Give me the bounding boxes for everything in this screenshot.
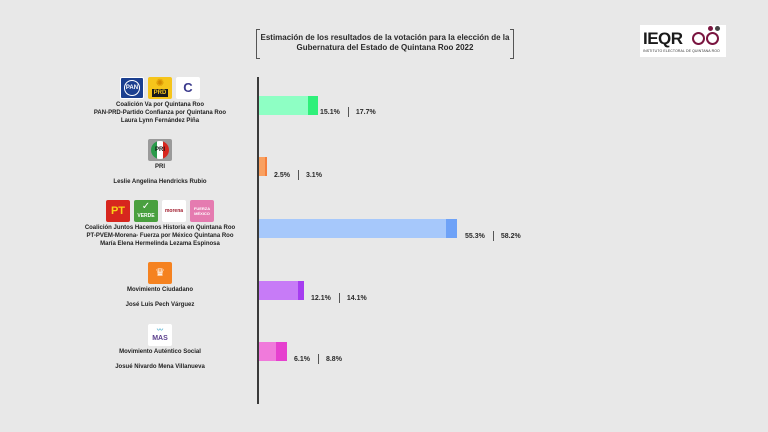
party-coalition-name: Coalición Juntos Hacemos Historia en Qui…: [84, 225, 236, 231]
pri-logo-icon: PRI: [148, 139, 172, 161]
fuerza-mexico-logo-icon: FUERZA MÉXICO: [190, 200, 214, 222]
party-label-va-por-qroo: PAN ✺ PRD C Coalición Va por Quintana Roo…: [80, 77, 240, 125]
value-high: 58.2%: [500, 232, 521, 240]
prd-logo-icon: ✺ PRD: [148, 77, 172, 99]
value-low: 12.1%: [311, 294, 331, 302]
value-low: 55.3%: [465, 232, 485, 240]
party-label-juntos-hacemos-historia: PT ✓ VERDE morena FUERZA MÉXICO Coalición…: [55, 200, 265, 248]
bar-values-va-por-qroo: 15.1% 17.7%: [320, 107, 376, 117]
value-high: 17.7%: [355, 108, 376, 116]
bar-lower-bound: [259, 157, 265, 176]
chart-axis: [257, 77, 259, 404]
bar-values-movimiento-ciudadano: 12.1% 14.1%: [311, 293, 367, 303]
value-high: 14.1%: [346, 294, 367, 302]
candidate-name: Josué Nivardo Mena Villanueva: [115, 364, 205, 370]
pan-logo-icon: PAN: [120, 77, 144, 99]
candidate-name: Laura Lynn Fernández Piña: [120, 118, 200, 124]
value-low: 2.5%: [274, 171, 290, 179]
chart-title-line-1: Estimación de los resultados de la votac…: [260, 33, 510, 42]
party-label-mas: 〰 MAS Movimiento Auténtico Social Josué N…: [80, 324, 240, 371]
party-coalition-name: Coalición Va por Quintana Roo: [115, 102, 204, 108]
logo-o-ring-icon: [692, 32, 705, 45]
pt-logo-icon: PT: [106, 200, 130, 222]
bar-mas: [259, 342, 287, 361]
value-separator: [492, 231, 494, 241]
logo-o-ring-icon: [706, 32, 719, 45]
bar-upper-range: [298, 281, 304, 300]
bar-pri: [259, 157, 267, 176]
bar-juntos-hacemos-historia: [259, 219, 457, 238]
bar-upper-range: [265, 157, 267, 176]
candidate-name: José Luis Pech Várguez: [125, 302, 195, 308]
chart-title-line-2: Gubernatura del Estado de Quintana Roo 2…: [296, 43, 474, 52]
title-bracket-left: [256, 29, 260, 59]
party-members: PAN-PRD-Partido Confianza por Quintana R…: [93, 110, 227, 116]
party-members: PT-PVEM-Morena- Fuerza por México Quinta…: [86, 233, 234, 239]
confianza-logo-icon: C: [176, 77, 200, 99]
bar-lower-bound: [259, 342, 276, 361]
ieqroo-logo-subtitle: INSTITUTO ELECTORAL DE QUINTANA ROO: [643, 49, 720, 53]
party-label-pri: PRI PRI Leslie Angelina Hendricks Rubio: [80, 139, 240, 186]
value-high: 8.8%: [325, 355, 342, 363]
party-name: Movimiento Auténtico Social: [119, 349, 201, 355]
bar-lower-bound: [259, 281, 298, 300]
value-separator: [338, 293, 340, 303]
bar-upper-range: [446, 219, 457, 238]
mas-logo-icon: 〰 MAS: [148, 324, 172, 346]
bar-lower-bound: [259, 219, 446, 238]
candidate-name: María Elena Hermelinda Lezama Espinosa: [100, 241, 220, 247]
bar-upper-range: [276, 342, 287, 361]
ieqroo-logo: IEQR INSTITUTO ELECTORAL DE QUINTANA ROO: [640, 25, 726, 57]
value-low: 6.1%: [294, 355, 310, 363]
bar-movimiento-ciudadano: [259, 281, 304, 300]
value-high: 3.1%: [305, 171, 322, 179]
ieqroo-logo-word: IEQR: [643, 29, 683, 48]
bar-upper-range: [308, 96, 318, 115]
chart-title: Estimación de los resultados de la votac…: [256, 29, 514, 59]
bar-lower-bound: [259, 96, 308, 115]
logo-figure-icon: [715, 26, 720, 31]
bar-values-pri: 2.5% 3.1%: [274, 170, 322, 180]
value-separator: [317, 354, 319, 364]
value-separator: [347, 107, 349, 117]
title-bracket-right: [510, 29, 514, 59]
morena-logo-icon: morena: [162, 200, 186, 222]
bar-values-juntos-hacemos-historia: 55.3% 58.2%: [465, 231, 521, 241]
party-label-movimiento-ciudadano: ♛ Movimiento Ciudadano José Luis Pech Vá…: [80, 262, 240, 309]
candidate-name: Leslie Angelina Hendricks Rubio: [113, 179, 207, 185]
value-separator: [297, 170, 299, 180]
logo-figure-icon: [708, 26, 713, 31]
bar-va-por-qroo: [259, 96, 318, 115]
party-name: Movimiento Ciudadano: [127, 287, 193, 293]
movimiento-ciudadano-logo-icon: ♛: [148, 262, 172, 284]
verde-logo-icon: ✓ VERDE: [134, 200, 158, 222]
bar-values-mas: 6.1% 8.8%: [294, 354, 342, 364]
value-low: 15.1%: [320, 108, 340, 116]
party-name: PRI: [154, 164, 165, 170]
